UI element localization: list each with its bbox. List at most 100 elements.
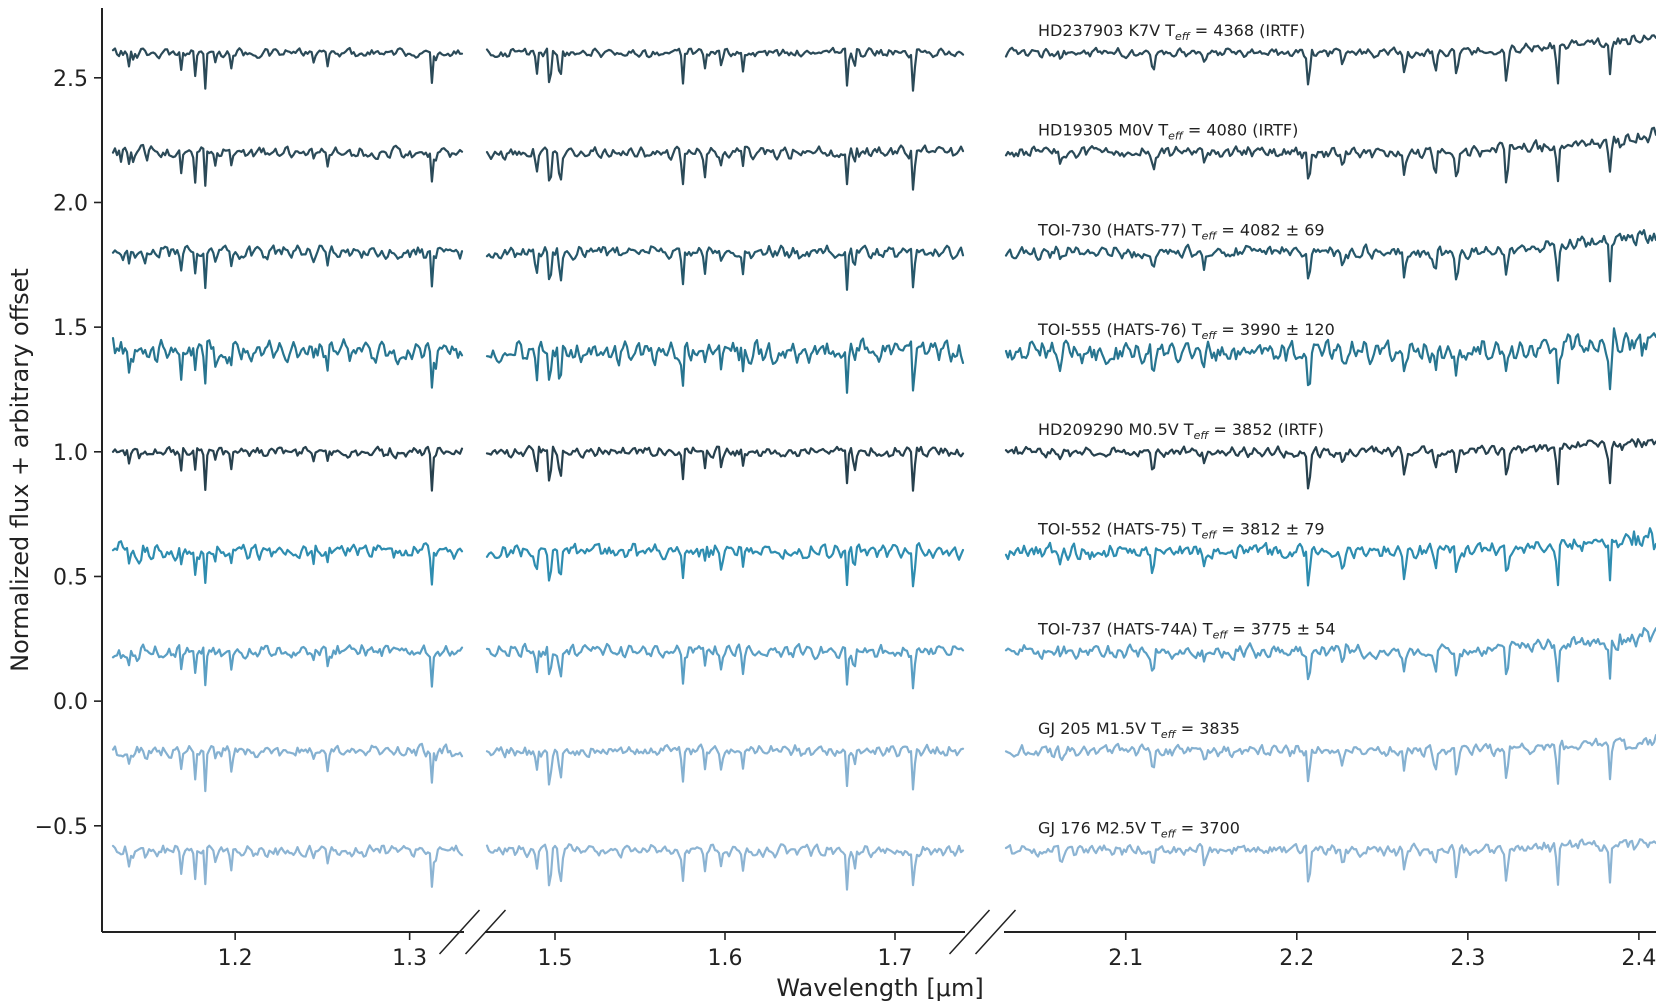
spectrum-line-h-band — [485, 244, 965, 291]
spectrum-line-h-band — [485, 337, 965, 394]
spectrum-label-subscript: eff — [1202, 329, 1218, 342]
spectrum-label-name: TOI-555 (HATS-76) T — [1037, 320, 1202, 339]
spectrum-label-name: GJ 176 M2.5V T — [1038, 819, 1161, 838]
x-tick-label: 1.7 — [878, 946, 913, 971]
spectrum-label-value: = 4082 ± 69 — [1216, 220, 1324, 239]
spectrum-line-k-band — [1004, 327, 1656, 391]
y-tick-label: 1.5 — [53, 316, 88, 341]
spectrum-line-k-band — [1004, 34, 1656, 86]
spectrum-label: TOI-555 (HATS-76) Teff = 3990 ± 120 — [1037, 320, 1335, 342]
y-tick-label: −0.5 — [35, 815, 88, 840]
spectrum-series — [111, 527, 1656, 588]
spectrum-label-value: = 3990 ± 120 — [1216, 320, 1334, 339]
y-tick-label: 0.5 — [53, 565, 88, 590]
spectrum-label-name: GJ 205 M1.5V T — [1038, 719, 1161, 738]
y-tick-label: 2.5 — [53, 67, 88, 92]
x-tick-label: 2.2 — [1279, 946, 1314, 971]
spectrum-line-h-band — [485, 642, 965, 690]
x-tick-label: 1.5 — [538, 946, 573, 971]
spectrum-line-j-band — [111, 445, 464, 492]
spectrum-label-name: TOI-730 (HATS-77) T — [1037, 220, 1202, 239]
y-axis-title: Normalized flux + arbitrary offset — [6, 268, 34, 672]
y-axis: −0.5 0.0 0.5 1.0 1.5 2.0 2.5 — [35, 67, 102, 840]
spectrum-line-j-band — [111, 643, 464, 688]
spectrum-label-value: = 4080 (IRTF) — [1183, 121, 1299, 140]
spectrum-label-subscript: eff — [1194, 429, 1210, 442]
spectrum-line-j-band — [111, 844, 464, 888]
x-tick-label: 1.2 — [218, 946, 253, 971]
spectrum-label-name: HD209290 M0.5V T — [1038, 420, 1194, 439]
spectrum-line-h-band — [485, 144, 965, 191]
spectrum-line-k-band — [1004, 126, 1656, 184]
spectrum-label-value: = 4368 (IRTF) — [1190, 21, 1306, 40]
spectrum-label-name: TOI-737 (HATS-74A) T — [1037, 619, 1213, 638]
spectrum-line-j-band — [111, 244, 464, 290]
spectrum-line-j-band — [111, 540, 464, 586]
spectrum-label-value: = 3775 ± 54 — [1227, 619, 1335, 638]
axis-break-mark — [464, 909, 507, 955]
axis-break-gap — [464, 929, 485, 935]
spectrum-line-j-band — [111, 46, 464, 90]
spectrum-series — [111, 734, 1656, 793]
x-axis: 1.2 1.3 1.5 1.6 1.7 2.1 2.2 2.3 2.4 — [102, 909, 1656, 971]
spectrum-series — [111, 229, 1656, 291]
axis-break-mark — [438, 909, 481, 955]
spectrum-series — [111, 627, 1656, 690]
axis-break-gap — [965, 929, 1004, 935]
spectrum-line-h-band — [485, 743, 965, 791]
spectrum-line-j-band — [111, 742, 464, 793]
spectrum-label-subscript: eff — [1161, 828, 1177, 841]
y-tick-label: 2.0 — [53, 191, 88, 216]
spectrum-line-k-band — [1004, 627, 1656, 683]
spectrum-line-h-band — [485, 843, 965, 891]
x-tick-label: 2.4 — [1621, 946, 1656, 971]
spectrum-line-h-band — [485, 46, 965, 92]
axis-break-mark — [974, 909, 1017, 955]
x-tick-label: 2.1 — [1108, 946, 1143, 971]
spectrum-label-subscript: eff — [1202, 529, 1218, 542]
spectrum-line-h-band — [485, 542, 965, 588]
spectrum-label: GJ 205 M1.5V Teff = 3835 — [1038, 719, 1240, 741]
spectrum-label: HD237903 K7V Teff = 4368 (IRTF) — [1038, 21, 1305, 43]
spectrum-line-k-band — [1004, 527, 1656, 587]
spectrum-label: GJ 176 M2.5V Teff = 3700 — [1038, 819, 1240, 841]
spectrum-label: TOI-730 (HATS-77) Teff = 4082 ± 69 — [1037, 220, 1325, 242]
spectrum-label: TOI-737 (HATS-74A) Teff = 3775 ± 54 — [1037, 619, 1336, 641]
spectrum-label-name: HD19305 M0V T — [1038, 121, 1168, 140]
spectrum-series — [111, 34, 1656, 92]
spectrum-label-subscript: eff — [1213, 628, 1229, 641]
spectra-layer — [111, 34, 1656, 891]
spectrum-label: HD209290 M0.5V Teff = 3852 (IRTF) — [1038, 420, 1324, 442]
axis-break-mark — [948, 909, 991, 955]
spectrum-series — [111, 126, 1656, 191]
spectrum-label-name: TOI-552 (HATS-75) T — [1037, 520, 1202, 539]
spectrum-series — [111, 838, 1656, 891]
x-tick-label: 1.3 — [392, 946, 427, 971]
spectrum-label-value: = 3835 — [1176, 719, 1240, 738]
spectrum-series — [111, 327, 1656, 394]
spectrum-line-k-band — [1004, 229, 1656, 283]
spectrum-line-k-band — [1004, 438, 1656, 490]
spectrum-label-value: = 3812 ± 79 — [1216, 520, 1324, 539]
x-axis-title: Wavelength [μm] — [776, 974, 983, 1002]
y-tick-label: 0.0 — [53, 690, 88, 715]
spectrum-label-subscript: eff — [1161, 728, 1177, 741]
spectrum-line-k-band — [1004, 838, 1656, 886]
spectrum-line-k-band — [1004, 734, 1656, 785]
x-tick-label: 2.3 — [1450, 946, 1485, 971]
spectrum-line-h-band — [485, 444, 965, 492]
spectrum-label-name: HD237903 K7V T — [1038, 21, 1175, 40]
spectrum-label: TOI-552 (HATS-75) Teff = 3812 ± 79 — [1037, 520, 1325, 542]
spectrum-label-subscript: eff — [1168, 130, 1184, 143]
spectrum-line-j-band — [111, 143, 464, 187]
spectrum-line-j-band — [111, 337, 464, 389]
y-tick-label: 1.0 — [53, 441, 88, 466]
spectrum-label-subscript: eff — [1202, 229, 1218, 242]
spectrum-label-subscript: eff — [1175, 30, 1191, 43]
spectrum-label: HD19305 M0V Teff = 4080 (IRTF) — [1038, 121, 1298, 143]
spectrum-label-value: = 3700 — [1176, 819, 1240, 838]
x-tick-label: 1.6 — [708, 946, 743, 971]
spectrum-labels: HD237903 K7V Teff = 4368 (IRTF)HD19305 M… — [1037, 21, 1336, 841]
spectrum-series — [111, 438, 1656, 492]
